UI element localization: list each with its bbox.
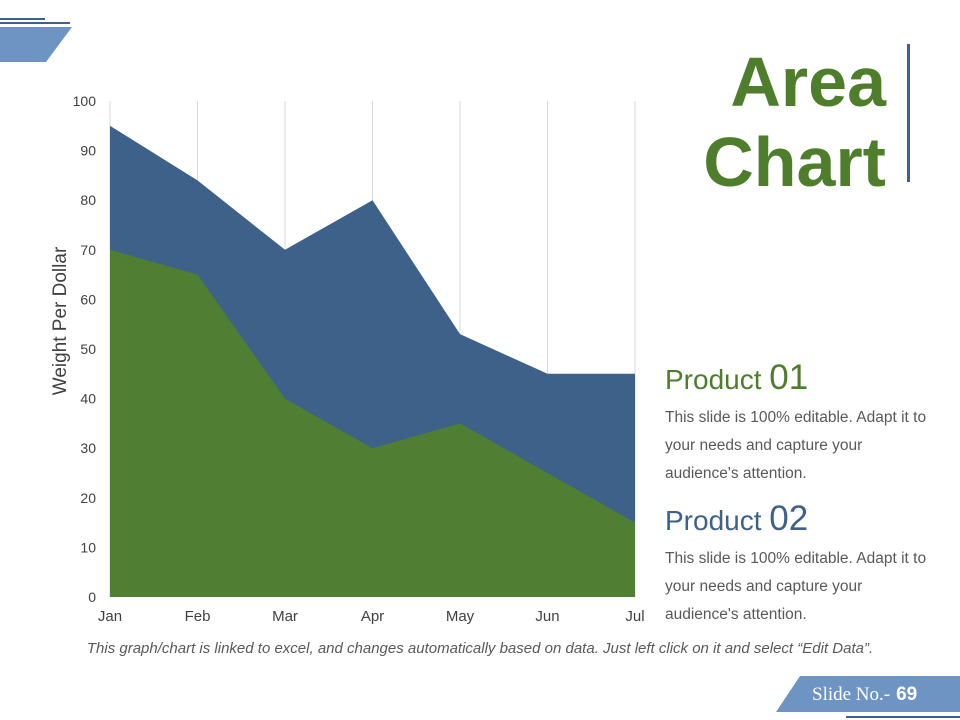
chart-axes: 0 10 20 30 40 50 60 70 80 90 100 Jan Feb Mar Apr May Jun… (50, 93, 645, 625)
corner-decoration (0, 18, 72, 62)
x-tick-label-apr: Apr (361, 608, 384, 625)
x-tick-label-may: May (446, 608, 475, 625)
y-axis-title: Weight Per Dollar (50, 246, 71, 395)
product-01-title-text: Product (665, 364, 762, 395)
x-tick-label-jul: Jul (625, 608, 644, 625)
y-tick-label-10: 10 (80, 539, 96, 555)
title-line-2: Chart (703, 123, 886, 201)
y-tick-label-100: 100 (73, 93, 97, 109)
x-tick-label-feb: Feb (185, 608, 211, 625)
product-02-title: Product 02 (665, 501, 930, 539)
product-02-title-text: Product (665, 505, 762, 536)
slide-number: 69 (896, 684, 918, 705)
area-series-product-01 (110, 249, 635, 598)
y-tick-label-80: 80 (80, 192, 96, 208)
title-line-1: Area (730, 43, 886, 121)
product-02-description: This slide is 100% editable. Adapt it to… (665, 550, 927, 623)
product-01-title: Product 01 (665, 360, 930, 398)
x-tick-label-jan: Jan (98, 608, 122, 625)
chart-footnote: This graph/chart is linked to excel, and… (86, 640, 874, 657)
product-01-number: 01 (769, 358, 809, 397)
slide-number-label: Slide No.- 69 (812, 684, 917, 706)
product-02-block: Product 02 This slide is 100% editable. … (665, 501, 930, 629)
product-01-description: This slide is 100% editable. Adapt it to… (665, 409, 927, 482)
y-tick-label-90: 90 (80, 143, 96, 159)
product-02-number: 02 (769, 499, 809, 538)
y-tick-label-60: 60 (80, 291, 96, 307)
y-tick-label-70: 70 (80, 242, 96, 258)
slide-badge-shape (776, 676, 960, 718)
title-divider (907, 44, 910, 182)
x-tick-label-mar: Mar (272, 608, 298, 625)
y-tick-label-0: 0 (88, 589, 96, 605)
slide-label-text: Slide No.- (812, 684, 891, 705)
y-tick-label-20: 20 (80, 490, 96, 506)
slide-title: Area Chart (703, 42, 886, 202)
y-tick-label-30: 30 (80, 440, 96, 456)
product-01-block: Product 01 This slide is 100% editable. … (665, 360, 930, 488)
y-tick-label-50: 50 (80, 341, 96, 357)
x-tick-label-jun: Jun (535, 608, 559, 625)
area-chart: 0 10 20 30 40 50 60 70 80 90 100 Jan Feb Mar Apr May Jun… (50, 93, 645, 625)
y-tick-label-40: 40 (80, 391, 96, 407)
chart-areas (110, 125, 635, 598)
slide-number-badge: Slide No.- 69 (776, 676, 960, 720)
